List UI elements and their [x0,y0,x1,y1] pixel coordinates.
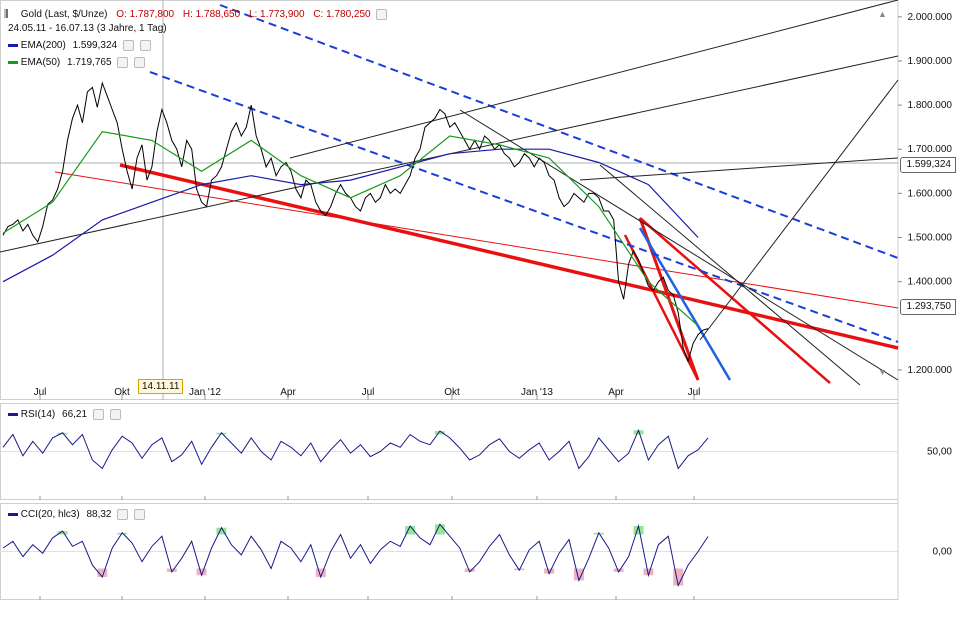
ema200-close-icon[interactable] [139,39,151,51]
y-tick-label: 1.400.000 [908,277,953,288]
ema50-swatch-icon [8,60,18,64]
series-cci-20-hlc3- [2,523,709,588]
x-tick-label: Okt [444,387,460,398]
series-ema-200- [2,148,699,283]
black-trendline [579,157,899,181]
y-tick-label: 2.000.000 [908,12,953,23]
red-thin-trendline [54,171,899,309]
x-tick-label: Jan '13 [521,387,553,398]
low-value: L: 1.773,900 [248,9,305,20]
blue-dashed-line [149,71,899,343]
y-tick-label: 50,00 [927,447,952,458]
rsi-legend[interactable]: RSI(14) 66,21 [8,408,121,422]
overbought-fill [633,526,644,535]
crosshair-date-flag: 14.11.11 [138,379,184,394]
black-trendline [459,109,899,381]
y-tick-label: 1.600.000 [908,188,953,199]
black-trendline [289,0,899,159]
overbought-fill [216,527,227,535]
blue-dashed-line [219,4,899,259]
x-tick-label: Jul [362,387,375,398]
date-range: 24.05.11 - 16.07.13 (3 Jahre, 1 Tag) [8,23,167,34]
red-downtrend-line [119,163,899,350]
black-trendline [599,164,861,386]
close-value: C: 1.780,250 [313,9,371,20]
cci-close-icon[interactable] [134,508,146,520]
settings-icon[interactable] [376,8,388,20]
ema200-value: 1.599,324 [72,40,118,51]
oversold-fill [673,568,684,586]
y-tick-label: 0,00 [933,547,953,558]
oversold-fill [613,568,624,572]
overbought-fill [405,526,416,535]
x-tick-label: Okt [114,387,130,398]
high-value: H: 1.788,650 [182,9,241,20]
header-legend: ⫼ Gold (Last, $/Unze) O: 1.787,800 H: 1.… [4,8,388,22]
overbought-fill [57,432,68,435]
ema200-settings-icon[interactable] [122,39,134,51]
oversold-fill [573,568,584,581]
ema50-legend[interactable]: EMA(50) 1.719,765 [8,56,146,70]
scroll-up-icon[interactable]: ▲ [878,9,887,19]
overbought-fill [434,431,445,435]
y-tick-label: 1.500.000 [908,233,953,244]
ema50-label: EMA(50) [20,57,61,68]
ema200-swatch-icon [8,43,18,47]
oversold-fill [315,568,326,577]
black-trendline [699,79,899,341]
oversold-fill [544,568,555,574]
cci-settings-icon[interactable] [117,508,129,520]
y-tick-label: 1.700.000 [908,144,953,155]
x-tick-label: Apr [280,387,296,398]
overbought-fill [57,531,68,535]
oversold-fill [97,568,108,577]
oversold-fill [643,568,654,576]
cci-swatch-icon [8,512,18,516]
ema200-price-tag: 1.599,324 [899,157,956,173]
open-value: O: 1.787,800 [116,9,175,20]
oversold-fill [196,568,207,576]
y-tick-label: 1.200.000 [908,365,953,376]
ema200-label: EMA(200) [20,40,66,51]
bars-icon: ⫼ [4,9,9,20]
cci-label: CCI(20, hlc3) [20,509,80,520]
cci-value: 88,32 [86,509,112,520]
series-ema-50- [2,130,699,327]
last-price-tag: 1.293,750 [899,299,956,315]
instrument-label: Gold (Last, $/Unze) [20,9,108,20]
y-tick-label: 1.800.000 [908,100,953,111]
series-rsi-14- [2,428,709,470]
rsi-value: 66,21 [62,409,88,420]
overbought-fill [434,524,445,535]
rsi-close-icon[interactable] [109,408,121,420]
y-tick-label: 1.900.000 [908,56,953,67]
series-gold [2,81,709,363]
cci-legend[interactable]: CCI(20, hlc3) 88,32 [8,508,146,522]
ema200-legend[interactable]: EMA(200) 1.599,324 [8,39,151,53]
x-tick-label: Jul [34,387,47,398]
oversold-fill [464,568,475,572]
rsi-label: RSI(14) [20,409,56,420]
x-tick-label: Apr [608,387,624,398]
scroll-down-icon[interactable]: ▼ [878,367,887,377]
x-tick-label: Jan '12 [189,387,221,398]
ema50-value: 1.719,765 [67,57,112,68]
range-legend: 24.05.11 - 16.07.13 (3 Jahre, 1 Tag) [8,22,167,36]
red-wedge-line [639,217,831,384]
x-tick-label: Jul [688,387,701,398]
ema50-settings-icon[interactable] [117,56,129,68]
overbought-fill [633,430,644,435]
ema50-close-icon[interactable] [134,56,146,68]
rsi-settings-icon[interactable] [92,408,104,420]
rsi-swatch-icon [8,412,18,416]
